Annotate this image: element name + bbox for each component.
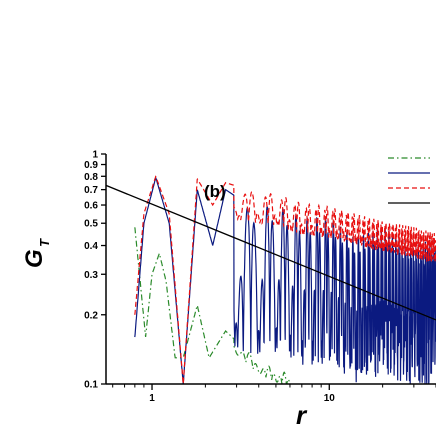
panel-label: (b) <box>204 182 226 201</box>
x-tick-label: 10 <box>324 393 336 404</box>
y-axis-title: G T <box>21 238 52 268</box>
y-axis-title-main: G <box>21 249 48 268</box>
y-tick-label: 0.1 <box>84 380 98 391</box>
y-tick-label: 0.5 <box>84 219 98 230</box>
x-tick-label: 1 <box>149 393 155 404</box>
series-1-line <box>134 227 291 384</box>
y-tick-label: 0.9 <box>84 160 98 171</box>
axes-layer: 0.10.20.30.40.50.60.70.80.911 10 <box>84 150 436 404</box>
y-tick-label: 0.7 <box>84 185 98 196</box>
series-layer <box>106 175 436 384</box>
y-tick-label: 0.2 <box>84 310 98 321</box>
legend <box>388 157 430 204</box>
y-tick-label: 0.8 <box>84 172 98 183</box>
series-3-line <box>134 175 436 384</box>
y-tick-label: 1 <box>92 150 98 161</box>
y-axis-title-subscript: T <box>37 238 52 247</box>
y-tick-label: 0.6 <box>84 201 98 212</box>
y-tick-label: 0.3 <box>84 270 98 281</box>
x-axis-title: r <box>296 400 308 430</box>
y-tick-label: 0.4 <box>84 241 98 252</box>
series-2-line <box>134 176 436 384</box>
series-4-line <box>106 184 436 321</box>
